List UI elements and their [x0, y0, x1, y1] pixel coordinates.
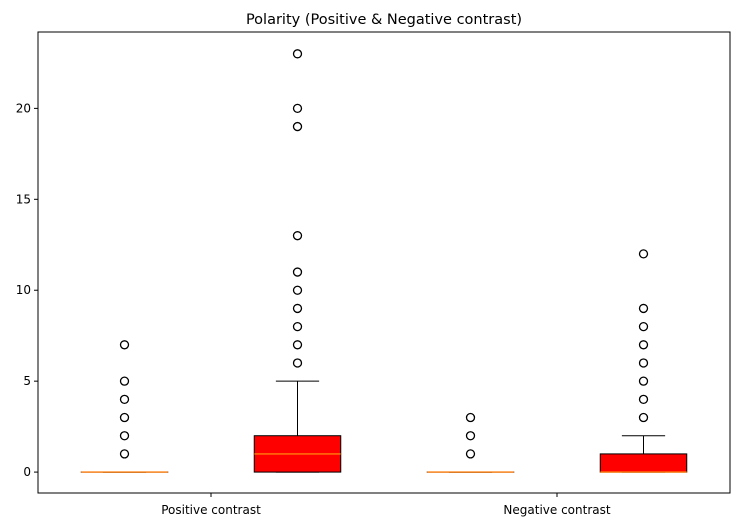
box-group-negative-contrast-left [426, 412, 515, 473]
y-tick-label: 0 [23, 465, 31, 479]
outlier-point [465, 431, 476, 441]
outlier-point [119, 412, 130, 423]
x-axis: Positive contrast Negative contrast [161, 493, 611, 517]
outlier-point [292, 267, 303, 277]
outlier-point [119, 431, 130, 441]
outlier-point [638, 340, 649, 350]
outlier-point [638, 376, 649, 386]
x-tick-label-negative-contrast: Negative contrast [503, 503, 610, 517]
outlier-point [292, 340, 303, 350]
boxes-layer [80, 49, 688, 473]
outlier-point [638, 412, 649, 423]
outlier-point [292, 358, 303, 368]
outlier-point [292, 103, 303, 114]
outlier-point [119, 376, 130, 386]
y-tick-label: 20 [16, 101, 31, 115]
outlier-point [292, 285, 303, 295]
y-tick-label: 10 [16, 283, 31, 297]
outlier-point [292, 121, 303, 132]
outlier-point [119, 394, 130, 404]
outlier-point [292, 231, 303, 241]
box-group-positive-contrast-right [253, 49, 342, 473]
outlier-point [119, 449, 130, 459]
outlier-point [638, 249, 649, 259]
y-axis: 0 5 10 15 20 [16, 101, 38, 479]
outlier-point [638, 394, 649, 404]
y-tick-label: 5 [23, 374, 31, 388]
chart-title: Polarity (Positive & Negative contrast) [246, 12, 522, 28]
outlier-point [292, 49, 303, 59]
outlier-point [465, 412, 476, 423]
outlier-point [465, 449, 476, 459]
outlier-point [292, 321, 303, 332]
plot-frame [37, 31, 731, 494]
box-group-negative-contrast-right [599, 249, 688, 473]
box-group-positive-contrast-left [80, 340, 169, 473]
outlier-point [638, 321, 649, 332]
outlier-point [638, 303, 649, 314]
outlier-point [119, 340, 130, 350]
outlier-point [292, 303, 303, 314]
y-tick-label: 15 [16, 192, 31, 206]
x-tick-label-positive-contrast: Positive contrast [161, 503, 261, 517]
box-body [599, 453, 688, 473]
outlier-point [638, 358, 649, 368]
